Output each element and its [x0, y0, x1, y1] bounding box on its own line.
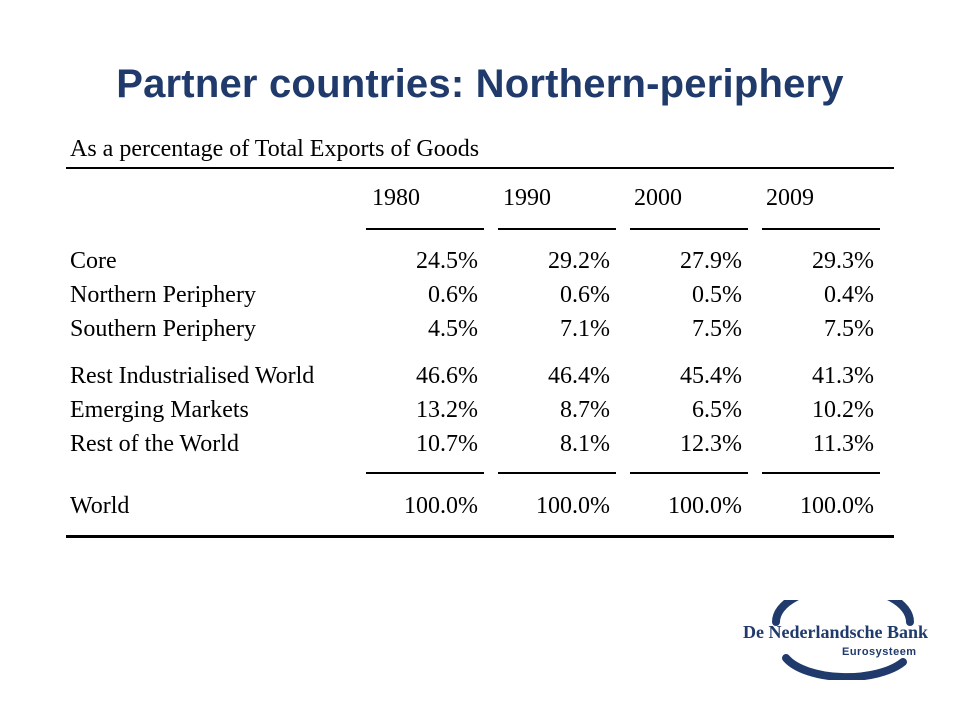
table-cell: 7.1%	[560, 316, 610, 342]
table-bottom-rule	[66, 535, 894, 538]
table-cell: 7.5%	[824, 316, 874, 342]
table-cell: 0.5%	[692, 282, 742, 308]
total-cell: 100.0%	[668, 493, 742, 519]
row-label: Rest Industrialised World	[70, 363, 315, 389]
table-cell: 10.2%	[812, 397, 874, 423]
slide-title: Partner countries: Northern-periphery	[116, 62, 844, 106]
table-cell: 8.7%	[560, 397, 610, 423]
subtotal-rule	[366, 472, 484, 474]
table-cell: 12.3%	[680, 431, 742, 457]
table-cell: 8.1%	[560, 431, 610, 457]
table-cell: 41.3%	[812, 363, 874, 389]
year-header: 1980	[372, 185, 420, 211]
table-cell: 0.6%	[560, 282, 610, 308]
year-header: 2000	[634, 185, 682, 211]
table-cell: 29.2%	[548, 248, 610, 274]
table-cell: 6.5%	[692, 397, 742, 423]
subtotal-rule	[630, 472, 748, 474]
table-cell: 24.5%	[416, 248, 478, 274]
logo-wordmark: De Nederlandsche Bank	[743, 622, 929, 642]
column-rule	[498, 228, 616, 230]
row-label: Southern Periphery	[70, 316, 256, 342]
table-cell: 0.6%	[428, 282, 478, 308]
subtotal-rule	[498, 472, 616, 474]
table-cell: 7.5%	[692, 316, 742, 342]
year-header: 2009	[766, 185, 814, 211]
table-top-rule	[66, 167, 894, 169]
table-caption: As a percentage of Total Exports of Good…	[70, 136, 480, 162]
table-cell: 10.7%	[416, 431, 478, 457]
row-label: Rest of the World	[70, 431, 239, 457]
year-header: 1990	[503, 185, 551, 211]
table-cell: 4.5%	[428, 316, 478, 342]
table-cell: 46.6%	[416, 363, 478, 389]
logo-subtitle: Eurosysteem	[842, 646, 917, 658]
table-cell: 27.9%	[680, 248, 742, 274]
row-label: Northern Periphery	[70, 282, 256, 308]
column-rule	[630, 228, 748, 230]
table-cell: 11.3%	[812, 431, 874, 457]
subtotal-rule	[762, 472, 880, 474]
column-rule	[366, 228, 484, 230]
table-cell: 13.2%	[416, 397, 478, 423]
total-cell: 100.0%	[800, 493, 874, 519]
total-cell: 100.0%	[404, 493, 478, 519]
row-label: Core	[70, 248, 117, 274]
row-label: Emerging Markets	[70, 397, 249, 423]
total-cell: 100.0%	[536, 493, 610, 519]
dnb-logo-icon	[772, 600, 914, 680]
table-cell: 0.4%	[824, 282, 874, 308]
table-cell: 46.4%	[548, 363, 610, 389]
table-cell: 45.4%	[680, 363, 742, 389]
total-row-label: World	[70, 493, 130, 519]
column-rule	[762, 228, 880, 230]
table-cell: 29.3%	[812, 248, 874, 274]
